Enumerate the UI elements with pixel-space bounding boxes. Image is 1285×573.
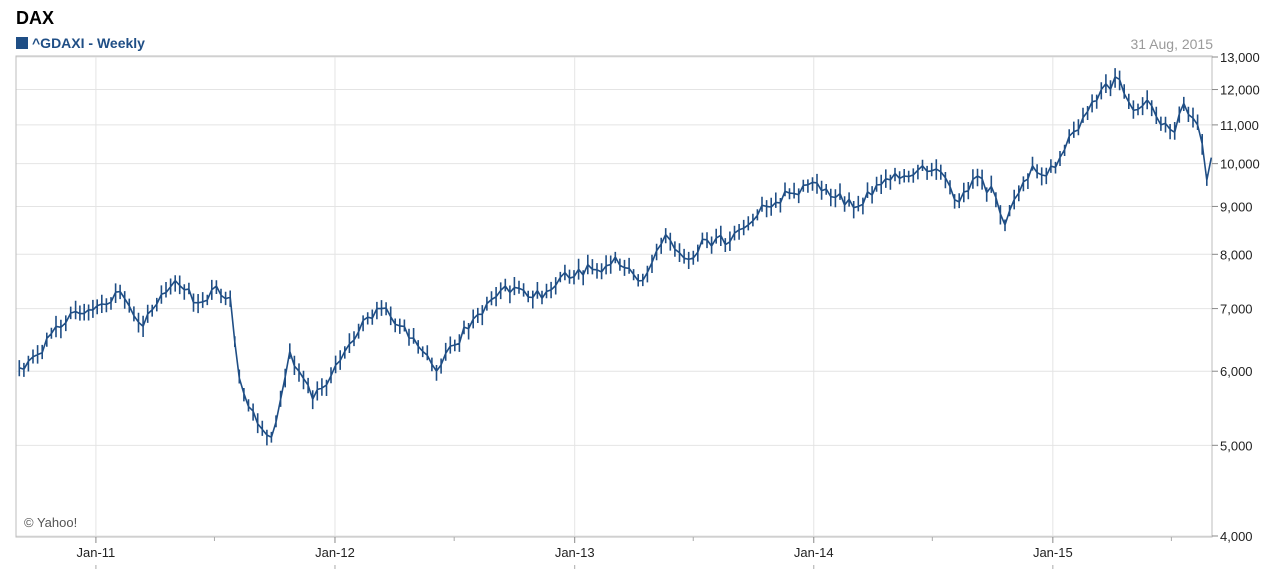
x-tick-label: Jan-12 <box>315 545 355 560</box>
y-tick-label: 8,000 <box>1220 247 1253 262</box>
y-tick-label: 6,000 <box>1220 364 1253 379</box>
x-tick-label: Jan-15 <box>1033 545 1073 560</box>
y-tick-label: 4,000 <box>1220 529 1253 544</box>
chart-title: DAX <box>16 8 55 28</box>
y-axis: 4,000 5,000 6,000 7,000 8,000 9,000 10,000 11,0… <box>1212 50 1260 544</box>
x-tick-label: Jan-14 <box>794 545 834 560</box>
y-tick-label: 10,000 <box>1220 157 1260 172</box>
x-axis: Jan-11 Jan-12 Jan-13 Jan-14 Jan-15 <box>77 537 1172 569</box>
y-tick-label: 12,000 <box>1220 83 1260 98</box>
credit-text: © Yahoo! <box>24 515 77 530</box>
legend: ^GDAXI - Weekly <box>16 35 145 51</box>
y-tick-label: 5,000 <box>1220 438 1253 453</box>
legend-swatch <box>16 37 28 49</box>
x-tick-label: Jan-13 <box>555 545 595 560</box>
y-tick-label: 7,000 <box>1220 302 1253 317</box>
y-tick-label: 13,000 <box>1220 50 1260 65</box>
legend-label: ^GDAXI - Weekly <box>32 35 145 51</box>
grid <box>16 56 1212 537</box>
series-line <box>18 68 1213 446</box>
plot-border <box>15 55 1213 538</box>
date-label: 31 Aug, 2015 <box>1130 36 1213 52</box>
y-tick-label: 11,000 <box>1220 118 1259 133</box>
y-tick-label: 9,000 <box>1220 199 1253 214</box>
x-tick-label: Jan-11 <box>77 545 116 560</box>
